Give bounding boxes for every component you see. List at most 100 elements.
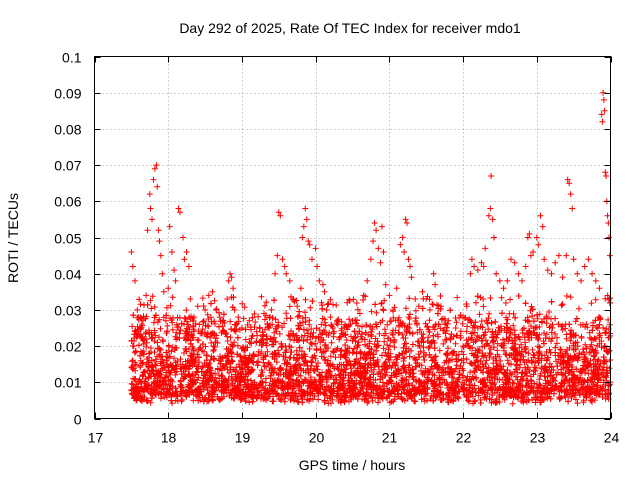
data-point	[302, 296, 309, 303]
data-point	[190, 397, 197, 404]
data-point	[559, 371, 566, 378]
data-point	[183, 249, 190, 255]
data-point	[149, 293, 156, 300]
data-point	[321, 288, 328, 295]
data-point	[403, 305, 409, 312]
data-point	[546, 360, 553, 367]
data-point	[303, 216, 310, 223]
data-point	[575, 305, 582, 312]
data-point	[578, 277, 584, 284]
data-point	[594, 325, 601, 332]
data-point	[592, 277, 599, 284]
data-point	[149, 216, 155, 223]
data-point	[406, 295, 413, 302]
data-point	[381, 338, 388, 345]
data-point	[179, 396, 186, 403]
data-point	[175, 205, 182, 212]
data-point	[275, 347, 281, 354]
data-point	[195, 337, 202, 344]
data-point	[401, 249, 408, 255]
data-point	[491, 234, 497, 241]
data-point	[500, 336, 506, 343]
data-point	[371, 220, 378, 226]
data-point	[169, 319, 176, 326]
data-point	[172, 277, 179, 284]
data-point	[384, 321, 391, 328]
data-point	[603, 173, 610, 179]
data-point	[294, 313, 301, 320]
data-point	[472, 338, 479, 345]
data-point	[235, 314, 242, 321]
data-point	[137, 301, 144, 308]
data-point	[490, 344, 497, 351]
data-point	[402, 216, 409, 223]
data-point	[528, 323, 534, 330]
data-point	[156, 334, 162, 341]
data-point	[511, 259, 518, 266]
data-point	[412, 307, 419, 314]
data-point	[338, 318, 345, 325]
data-point	[313, 347, 320, 354]
data-point	[574, 270, 581, 277]
data-point	[570, 256, 577, 263]
data-point	[387, 399, 393, 406]
data-point	[173, 389, 180, 395]
data-point	[547, 323, 554, 330]
data-point	[515, 270, 522, 277]
data-point	[532, 399, 539, 406]
data-point	[324, 301, 331, 308]
data-point	[154, 183, 161, 190]
data-point	[329, 323, 335, 330]
data-point	[401, 354, 408, 361]
data-point	[606, 252, 613, 259]
data-point	[242, 347, 248, 354]
data-point	[559, 274, 566, 281]
data-point	[277, 212, 284, 219]
data-point	[274, 252, 281, 259]
data-point	[224, 338, 231, 344]
data-point	[307, 304, 314, 311]
data-point	[474, 293, 481, 300]
data-point	[419, 288, 426, 295]
data-point	[508, 256, 514, 263]
data-point	[136, 296, 143, 303]
data-point	[216, 323, 222, 330]
data-point	[543, 320, 550, 327]
data-point	[454, 294, 461, 301]
data-point	[279, 256, 286, 263]
data-point	[485, 364, 492, 371]
data-point	[323, 306, 330, 313]
data-point	[550, 367, 557, 374]
data-point	[327, 296, 334, 303]
data-point	[327, 314, 334, 321]
data-point	[165, 285, 172, 292]
data-point	[471, 263, 478, 270]
data-point	[443, 351, 449, 358]
data-point	[134, 306, 141, 313]
data-point	[445, 345, 451, 352]
data-point	[574, 400, 581, 407]
data-point	[143, 339, 150, 346]
data-point	[169, 326, 176, 333]
data-point	[450, 380, 456, 387]
data-point	[354, 306, 361, 313]
data-point	[424, 397, 431, 404]
data-point	[271, 297, 278, 304]
data-point	[546, 324, 553, 331]
data-point	[157, 325, 164, 332]
data-point	[380, 345, 387, 352]
data-point	[468, 256, 475, 263]
data-point	[582, 323, 589, 330]
data-point	[386, 292, 393, 299]
data-point	[494, 340, 501, 347]
data-point	[606, 234, 612, 241]
data-point	[588, 300, 595, 307]
data-point	[357, 355, 364, 362]
data-point	[306, 241, 313, 248]
data-point	[255, 358, 262, 365]
data-point	[344, 299, 351, 306]
data-point	[519, 277, 525, 284]
data-point	[144, 227, 151, 234]
data-point	[150, 176, 157, 183]
data-point	[327, 353, 334, 360]
